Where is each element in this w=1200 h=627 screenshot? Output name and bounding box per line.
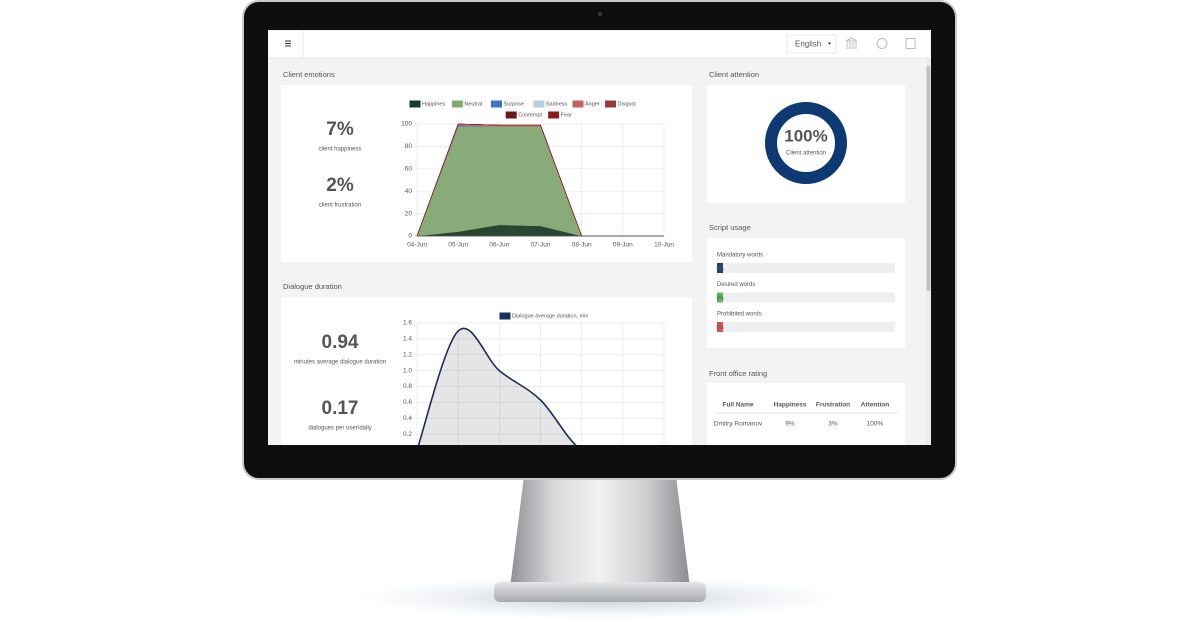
- y-tick-label: 1.4: [403, 336, 412, 343]
- stat-value: 7%: [326, 119, 354, 140]
- usage-track: [717, 263, 895, 273]
- area: [416, 123, 664, 237]
- exit-icon[interactable]: [905, 38, 916, 49]
- y-tick-label: 40: [405, 188, 413, 195]
- usage-badge: [717, 263, 723, 273]
- y-tick-label: 20: [405, 210, 413, 217]
- camera: [597, 11, 603, 17]
- usage-value: 0%: [717, 295, 725, 301]
- stat-value: 2%: [326, 175, 354, 196]
- usage-label: Prohibited words: [717, 312, 762, 318]
- y-tick-label: 60: [405, 166, 413, 173]
- usage-label: Desired words: [717, 282, 755, 288]
- line: [417, 327, 577, 445]
- table-cell: Dmitry Romanov: [714, 421, 763, 428]
- legend-swatch: [491, 100, 502, 108]
- legend-swatch: [605, 100, 616, 108]
- y-tick-label: 1.0: [403, 367, 412, 374]
- legend-swatch: [505, 111, 517, 119]
- y-tick-label: 0.2: [403, 431, 412, 438]
- table-cell: 9%: [785, 421, 795, 428]
- usage-track: [717, 322, 895, 332]
- screen: English Client emotions Dialogue duratio…: [268, 30, 931, 445]
- bank-icon[interactable]: [845, 37, 858, 49]
- x-tick-label: 10-Jun: [654, 242, 674, 249]
- legend-label: Sadness: [546, 101, 568, 107]
- stat-label: client frustration: [319, 203, 361, 209]
- legend-swatch: [409, 100, 421, 108]
- scrollbar-thumb[interactable]: [926, 66, 931, 291]
- section-title: Front office rating: [709, 369, 767, 378]
- line-area-fill: [418, 328, 576, 445]
- section-title: Script usage: [709, 223, 751, 232]
- table-header: Frustration: [816, 402, 850, 409]
- legend-label: Neutral: [464, 101, 482, 107]
- language-select[interactable]: [786, 34, 837, 54]
- legend-swatch: [499, 312, 511, 320]
- table-header: Attention: [861, 402, 890, 409]
- table-cell: 3%: [828, 421, 838, 428]
- legend-swatch: [572, 100, 584, 108]
- usage-value: 0%: [717, 325, 725, 331]
- user-icon[interactable]: [876, 38, 888, 49]
- x-tick-label: 05-Jun: [448, 242, 468, 249]
- y-tick-label: 1.6: [403, 320, 412, 327]
- usage-value: 0%: [717, 266, 725, 272]
- section-title: Client emotions: [283, 70, 335, 79]
- legend-label: Dialogue average duration, min: [512, 313, 588, 319]
- stat-label: minutes average dialogue duration: [294, 360, 386, 366]
- y-tick-label: 0.8: [403, 383, 412, 390]
- panel: [281, 297, 692, 445]
- stat-value: 0.94: [322, 332, 359, 353]
- stat-label: client happiness: [318, 147, 361, 153]
- usage-track: [717, 292, 895, 303]
- donut-caption: Client attention: [786, 151, 826, 157]
- donut-arc: [765, 102, 847, 184]
- x-tick-label: 08-Jun: [572, 242, 592, 249]
- language-label: English: [795, 40, 821, 49]
- legend-label: Anger: [585, 101, 600, 107]
- x-tick-label: 04-Jun: [407, 242, 427, 249]
- stand: [510, 476, 690, 588]
- legend-label: Surprise: [504, 101, 524, 107]
- legend-swatch: [548, 111, 560, 119]
- x-tick-label: 06-Jun: [489, 242, 509, 249]
- legend-swatch: [451, 100, 463, 108]
- stand-base: [494, 582, 706, 602]
- stat-value: 0.17: [322, 398, 359, 419]
- legend-label: Contempt: [518, 112, 542, 118]
- table-header: Happiness: [774, 402, 807, 409]
- y-tick-label: 0.4: [403, 415, 412, 422]
- y-tick-label: 0: [408, 233, 412, 240]
- y-tick-label: 100: [401, 121, 412, 128]
- legend-label: Happines: [422, 101, 445, 107]
- usage-badge: [717, 322, 723, 332]
- table-header: Full Name: [722, 402, 753, 409]
- usage-label: Mandatory words: [717, 253, 763, 259]
- donut-value: 100%: [784, 126, 827, 145]
- table-cell: 100%: [867, 421, 884, 428]
- legend-swatch: [533, 100, 545, 108]
- y-tick-label: 80: [405, 143, 413, 150]
- x-tick-label: 09-Jun: [613, 242, 633, 249]
- y-tick-label: 1.2: [403, 351, 412, 358]
- section-title: Dialogue duration: [283, 282, 342, 291]
- panel: [707, 383, 905, 445]
- legend-label: Fear: [561, 112, 572, 118]
- section-title: Client attention: [709, 70, 759, 79]
- stat-label: dialogues per user/daily: [308, 426, 371, 432]
- y-tick-label: 0.6: [403, 399, 412, 406]
- usage-badge: [717, 292, 723, 303]
- legend-label: Disgust: [618, 101, 637, 107]
- x-tick-label: 07-Jun: [531, 242, 551, 249]
- menu-button[interactable]: [285, 40, 291, 47]
